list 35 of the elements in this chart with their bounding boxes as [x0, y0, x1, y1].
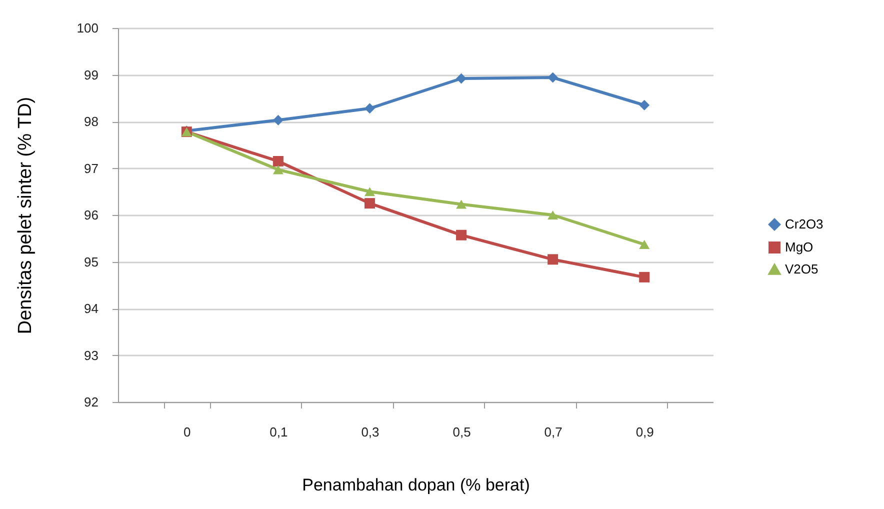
x-axis-title: Penambahan dopan (% berat) [302, 476, 530, 494]
x-tick-label: 0,1 [270, 424, 288, 440]
point [272, 114, 284, 126]
point [548, 210, 558, 220]
y-tick-label: 97 [84, 160, 98, 176]
point [548, 254, 558, 265]
y-tick-label: 98 [84, 114, 98, 129]
point [272, 156, 284, 166]
x-tick-label: 0 [184, 424, 191, 440]
point [548, 72, 558, 83]
x-tick-label: 0,9 [636, 424, 654, 440]
point [456, 73, 467, 84]
legend-label: MgO [785, 240, 814, 254]
x-tick-label: 0,5 [452, 424, 471, 440]
point [272, 165, 284, 174]
y-tick-label: 100 [76, 20, 98, 36]
point [639, 272, 650, 282]
y-tick-label: 92 [84, 394, 98, 410]
point [639, 240, 650, 249]
x-tick-label: 0,7 [544, 424, 562, 440]
y-tick-label: 96 [84, 208, 98, 222]
x-tick-label: 0,3 [361, 424, 380, 440]
point [364, 198, 375, 209]
point [639, 100, 650, 110]
y-axis-title: Densitas pelet sinter (% TD) [14, 96, 36, 334]
point [364, 187, 375, 196]
y-tick-label: 94 [84, 301, 98, 316]
legend-label: Cr2O3 [785, 216, 824, 232]
y-tick-label: 95 [84, 254, 98, 270]
point [364, 103, 375, 114]
point [456, 230, 467, 240]
point [456, 200, 467, 209]
y-tick-label: 99 [84, 67, 98, 82]
y-tick-label: 93 [84, 348, 98, 363]
legend-label: V2O5 [785, 262, 818, 276]
